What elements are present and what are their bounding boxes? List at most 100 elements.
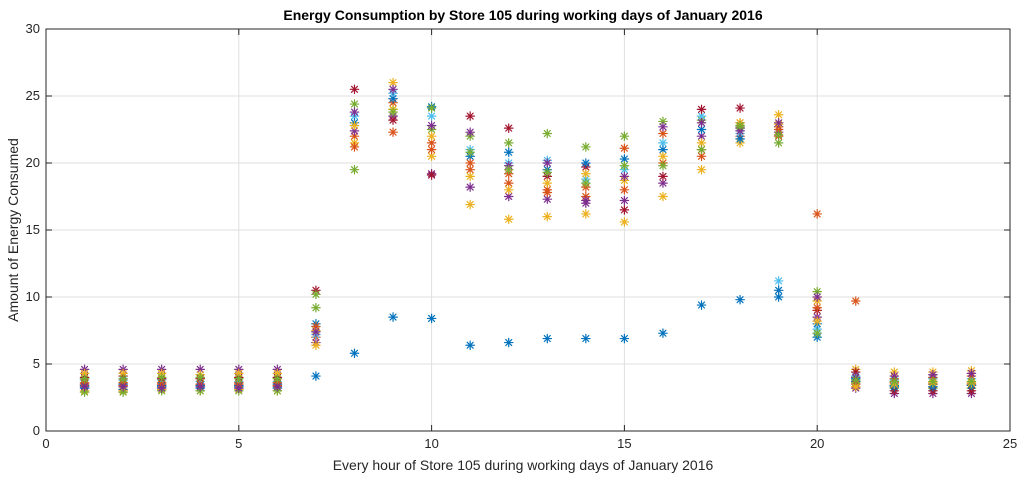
data-point — [658, 328, 668, 338]
data-point — [503, 138, 514, 148]
data-point — [658, 171, 668, 182]
chart-title: Energy Consumption by Store 105 during w… — [283, 7, 762, 23]
data-point — [773, 130, 784, 140]
data-point — [426, 313, 437, 324]
data-point — [542, 128, 553, 139]
data-point — [503, 214, 514, 225]
data-point — [812, 292, 823, 302]
y-tick-label: 5 — [33, 356, 40, 371]
data-point — [542, 211, 553, 222]
data-point — [658, 178, 668, 188]
data-point — [503, 147, 514, 158]
data-point — [118, 373, 128, 384]
x-tick-label: 0 — [42, 436, 49, 451]
data-point — [619, 333, 630, 344]
data-point — [503, 123, 514, 133]
data-point — [349, 142, 360, 152]
data-point — [581, 209, 591, 219]
data-point — [388, 312, 398, 322]
x-tick-label: 5 — [235, 436, 242, 451]
data-point — [735, 134, 745, 144]
y-tick-label: 30 — [26, 21, 40, 36]
data-point — [349, 120, 360, 131]
data-point — [581, 142, 591, 152]
data-point — [234, 383, 244, 393]
x-tick-label: 25 — [1003, 436, 1017, 451]
x-tick-label: 10 — [424, 436, 438, 451]
data-point — [195, 381, 206, 392]
data-point — [349, 348, 360, 359]
data-point — [272, 373, 283, 384]
data-point — [465, 158, 475, 168]
data-point — [542, 167, 553, 178]
data-point — [426, 144, 437, 155]
data-point — [889, 376, 900, 387]
data-point — [658, 160, 668, 171]
data-point — [388, 127, 398, 137]
data-point — [812, 316, 823, 326]
data-point — [349, 131, 360, 141]
data-point — [388, 77, 398, 88]
data-point — [79, 381, 90, 392]
data-point — [658, 116, 668, 127]
data-point — [812, 209, 823, 219]
data-point — [812, 302, 823, 313]
data-point — [503, 337, 514, 348]
data-point — [619, 171, 630, 182]
x-tick-label: 20 — [810, 436, 824, 451]
data-point — [311, 302, 321, 313]
data-point — [619, 185, 630, 195]
grid-lines — [45, 28, 1011, 432]
data-point — [234, 373, 244, 384]
data-point — [581, 333, 591, 344]
data-point — [465, 182, 475, 192]
data-point — [889, 371, 900, 381]
data-point — [658, 151, 668, 162]
data-point — [311, 289, 321, 300]
data-point — [311, 371, 321, 381]
data-point — [349, 99, 360, 109]
data-point — [426, 111, 437, 121]
data-point — [465, 199, 475, 210]
data-point — [156, 372, 167, 383]
data-point — [426, 170, 437, 180]
data-point — [658, 138, 668, 148]
y-tick-label: 15 — [26, 222, 40, 237]
data-point — [619, 131, 630, 141]
data-point — [118, 387, 128, 397]
data-point — [388, 84, 398, 95]
data-point — [426, 131, 437, 141]
data-point — [619, 195, 630, 206]
data-point — [388, 107, 398, 117]
data-point — [581, 178, 591, 188]
data-point — [619, 217, 630, 227]
data-point — [542, 333, 553, 344]
data-point — [465, 147, 475, 158]
data-point — [773, 276, 784, 286]
data-point — [696, 117, 707, 128]
data-point — [966, 386, 977, 396]
data-point — [272, 368, 283, 379]
data-point — [850, 296, 861, 306]
data-point — [118, 368, 128, 379]
x-axis-label: Every hour of Store 105 during working d… — [333, 457, 714, 473]
data-point — [195, 372, 206, 383]
data-point — [773, 109, 784, 120]
data-point — [426, 103, 437, 113]
data-point — [581, 158, 591, 168]
y-tick-label: 25 — [26, 88, 40, 103]
data-point — [966, 376, 977, 387]
data-point — [850, 381, 861, 392]
data-point — [156, 383, 167, 393]
y-tick-label: 20 — [26, 155, 40, 170]
data-point — [542, 194, 553, 204]
data-point — [773, 285, 784, 296]
data-point — [311, 321, 321, 332]
data-point — [696, 144, 707, 155]
data-point — [503, 185, 514, 195]
data-point — [619, 160, 630, 171]
data-point — [735, 120, 745, 131]
data-point — [118, 381, 128, 392]
